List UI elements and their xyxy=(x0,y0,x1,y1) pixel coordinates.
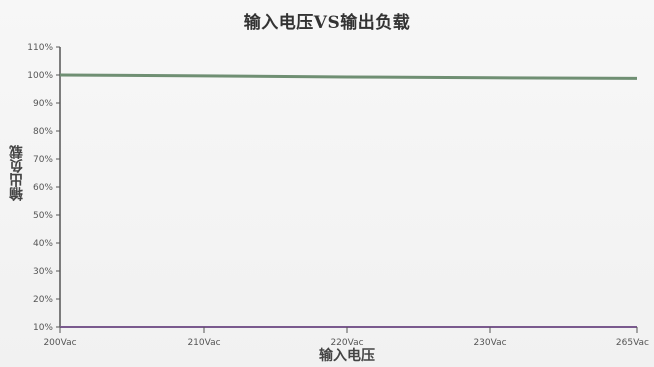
x-tick-label: 220Vac xyxy=(330,338,363,348)
series-line xyxy=(59,73,638,80)
y-tick-label: 30% xyxy=(33,267,53,277)
y-tick-label: 40% xyxy=(33,239,53,249)
y-tick-label: 10% xyxy=(33,323,53,333)
y-tick-label: 110% xyxy=(27,43,53,53)
y-tick-label: 100% xyxy=(27,71,53,81)
x-axis-title: 输入电压 xyxy=(319,348,375,364)
x-tick-label: 265Vac xyxy=(616,338,649,348)
x-ticks: 200Vac 210Vac 220Vac 230Vac 265Vac xyxy=(43,327,649,348)
x-tick-label: 210Vac xyxy=(187,338,220,348)
y-tick-label: 50% xyxy=(33,211,53,221)
x-tick-label: 230Vac xyxy=(473,338,506,348)
y-ticks: 10% 20% 30% 40% 50% 60% 70% 80% 90% 100% 110% xyxy=(27,43,60,333)
x-tick-label: 200Vac xyxy=(43,338,76,348)
y-tick-label: 20% xyxy=(33,295,53,305)
y-tick-label: 90% xyxy=(33,99,53,109)
y-tick-label: 60% xyxy=(33,183,53,193)
y-tick-label: 80% xyxy=(33,127,53,137)
chart-title: 输入电压VS输出负载 xyxy=(243,13,411,33)
y-tick-label: 70% xyxy=(33,155,53,165)
series-group xyxy=(59,73,638,80)
